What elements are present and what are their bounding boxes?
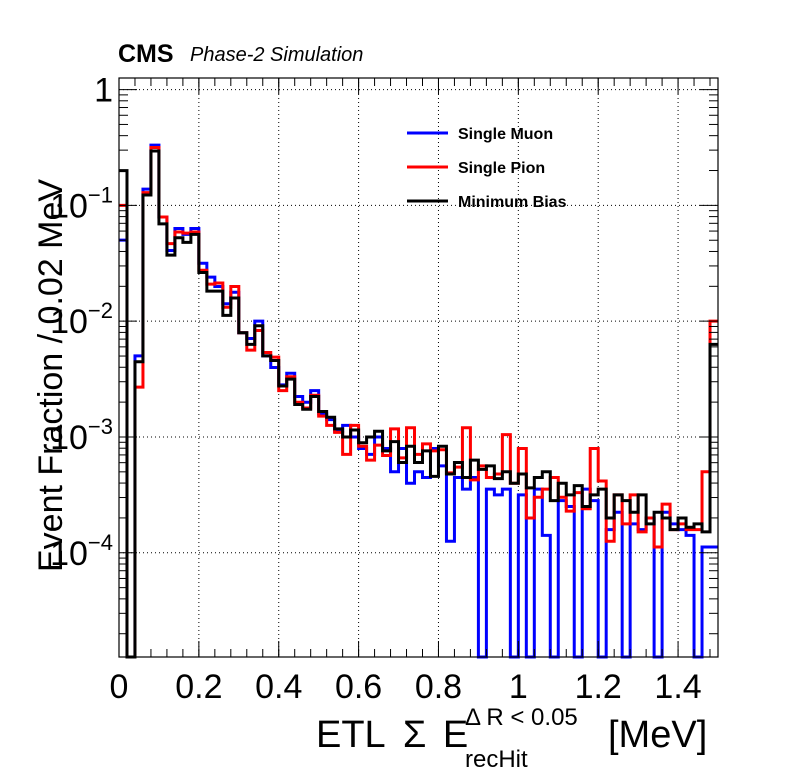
x-tick-labels: 0 0.2 0.4 0.6 0.8 1 1.2 1.4 bbox=[110, 668, 702, 706]
y-tick-label: 1 bbox=[94, 72, 113, 110]
y-tick-label: 10−1 bbox=[50, 182, 113, 225]
x-tick-label: 0.2 bbox=[175, 668, 222, 706]
series-minimum-bias bbox=[119, 149, 718, 659]
x-tick-label: 0.8 bbox=[415, 668, 462, 706]
grid-lines bbox=[118, 78, 718, 657]
x-axis-title-sub: recHit bbox=[465, 746, 528, 773]
x-axis-title-sup: Δ R < 0.05 bbox=[465, 704, 578, 731]
legend: Single Muon Single Pion Minimum Bias bbox=[407, 126, 567, 211]
x-tick-label: 1 bbox=[509, 668, 528, 706]
series-single-pion bbox=[119, 145, 718, 659]
svg-text:ETL Σ E: ETL Σ E bbox=[316, 714, 468, 756]
legend-label-muon: Single Muon bbox=[458, 126, 553, 143]
x-axis-title-prefix: ETL bbox=[316, 714, 385, 756]
x-tick-label: 1.4 bbox=[654, 668, 701, 706]
x-tick-label: 0.4 bbox=[255, 668, 302, 706]
x-axis-title-unit: [MeV] bbox=[608, 714, 707, 756]
y-tick-label: 10−4 bbox=[50, 530, 113, 573]
x-tick-label: 0.6 bbox=[335, 668, 382, 706]
series-group bbox=[119, 143, 718, 659]
x-axis-title: ETL Σ E Δ R < 0.05 recHit [MeV] bbox=[316, 704, 707, 773]
y-tick-label: 10−3 bbox=[50, 414, 113, 457]
legend-label-pion: Single Pion bbox=[458, 160, 545, 177]
x-tick-label: 0 bbox=[110, 668, 129, 706]
axis-ticks bbox=[118, 78, 718, 657]
experiment-label: CMS bbox=[118, 40, 174, 68]
series-single-muon bbox=[119, 143, 718, 659]
y-tick-labels: 1 10−1 10−2 10−3 10−4 bbox=[50, 72, 113, 573]
y-tick-label: 10−2 bbox=[50, 298, 113, 341]
x-axis-title-var: E bbox=[443, 714, 468, 756]
plot-frame bbox=[118, 77, 719, 658]
x-axis-title-sigma: Σ bbox=[403, 714, 427, 756]
legend-label-minbias: Minimum Bias bbox=[458, 194, 567, 211]
x-tick-label: 1.2 bbox=[575, 668, 622, 706]
y-axis-title: Event Fraction / 0.02 MeV bbox=[32, 179, 70, 572]
chart-subtitle: Phase-2 Simulation bbox=[190, 44, 363, 66]
